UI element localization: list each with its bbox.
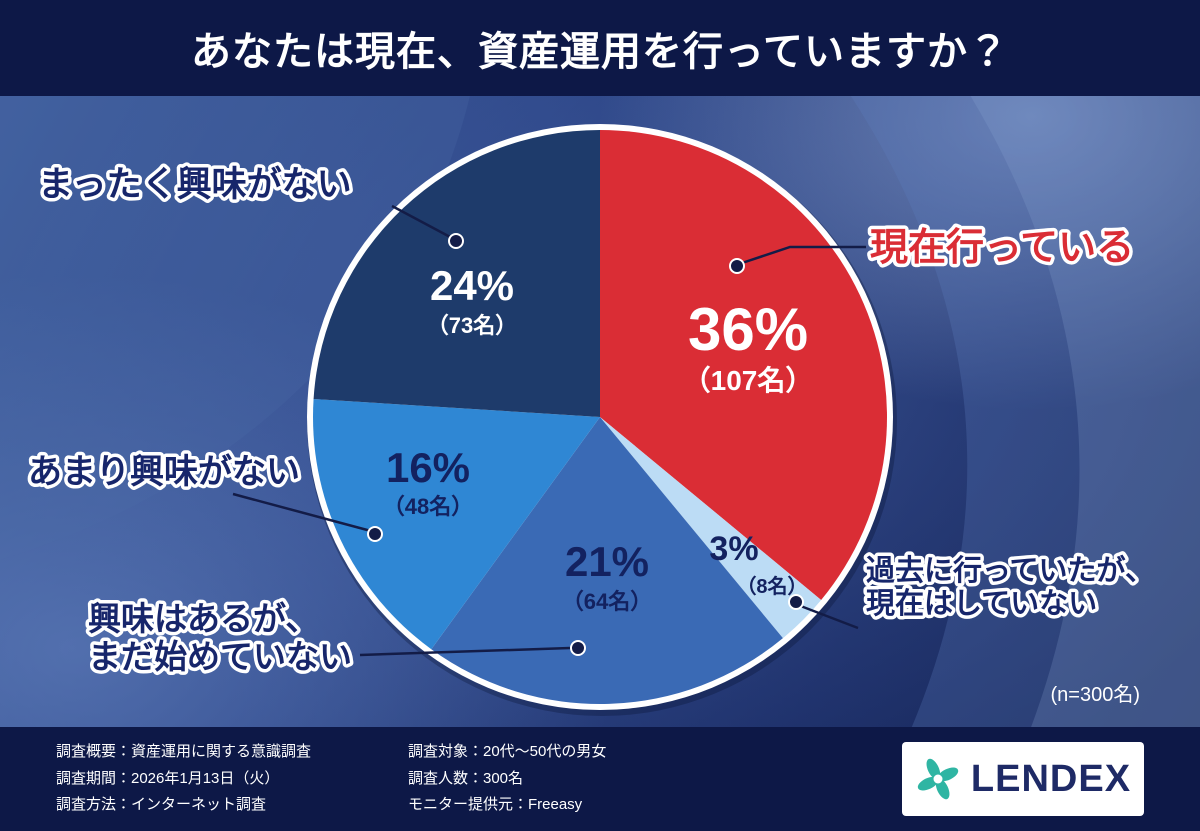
callout-dot-currently [729,258,745,274]
callout-dot-past [788,594,804,610]
lendex-logo-text: LENDEX [970,757,1132,800]
label-past-line1: 過去に行っていたが、 [866,553,1154,587]
label-past-line2: 現在はしていない [866,587,1097,620]
callout-dot-little-interest [367,526,383,542]
callout-line-currently [738,245,866,266]
label-not-started-line2: まだ始めていない [88,638,352,675]
value-currently-pct: 36% [688,296,808,363]
value-past-pct: 3% [709,530,758,568]
value-past-count: （8名） [736,574,807,598]
callout-line-little-interest [232,492,372,533]
callout-dot-no-interest [448,233,464,249]
label-not-started-line1: 興味はあるが、 [88,600,318,637]
value-no-interest-count: （73名） [427,313,517,338]
survey-overview: 調査概要：資産運用に関する意識調査 [56,742,312,760]
callout-line-not-started [359,646,571,657]
monitor-source: モニター提供元：Freeasy [408,796,583,814]
value-no-interest-pct: 24% [430,262,514,309]
pie-slice [313,398,600,650]
label-little-interest: あまり興味がない [28,453,300,491]
survey-info-middle: 調査対象：20代〜50代の男女 調査人数：300名 モニター提供元：Freeas… [408,743,738,815]
pie-slice [600,417,822,639]
page-title: あなたは現在、資産運用を行っていますか？ [191,30,1009,74]
survey-method: 調査方法：インターネット調査 [56,796,267,814]
value-little-interest-pct: 16% [386,444,470,491]
label-currently-investing: 現在行っている [870,227,1134,269]
sample-size-label: (n=300名) [1051,683,1141,706]
callout-lines [232,204,866,657]
pie-slice [313,130,600,417]
callout-line-past [797,603,859,630]
survey-target: 調査対象：20代〜50代の男女 [408,742,607,760]
survey-count: 調査人数：300名 [408,769,524,787]
value-not-started-pct: 21% [565,538,649,585]
label-no-interest: まったく興味がない [38,165,352,204]
pie-slices [313,130,888,705]
survey-period: 調査期間：2026年1月13日（火） [56,769,280,787]
pie-slice [431,417,783,705]
lendex-logo: LENDEX [902,742,1144,816]
header-bar: あなたは現在、資産運用を行っていますか？ [0,0,1200,96]
callout-line-no-interest [391,204,453,240]
callout-dot-not-started [570,640,586,656]
value-currently-count: （107名） [683,364,814,396]
lendex-logo-icon [917,758,959,800]
survey-info-left: 調査概要：資産運用に関する意識調査 調査期間：2026年1月13日（火） 調査方… [56,743,408,815]
callout-dots [367,233,804,656]
value-not-started-count: （64名） [562,589,652,614]
footer-bar: 調査概要：資産運用に関する意識調査 調査期間：2026年1月13日（火） 調査方… [0,727,1200,831]
value-little-interest-count: （48名） [383,494,473,519]
